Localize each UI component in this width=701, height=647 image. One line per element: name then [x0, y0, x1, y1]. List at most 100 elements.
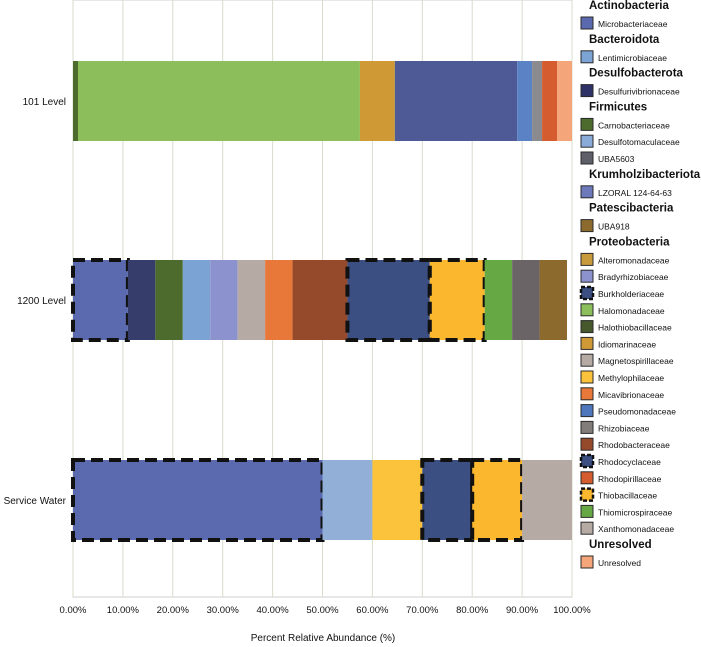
- legend-swatch: [580, 252, 594, 266]
- legend-item-label: Micavibrionaceae: [598, 390, 664, 400]
- bar-segment: [237, 260, 266, 340]
- bar-segment: [71, 458, 325, 542]
- bar-segment: [420, 458, 475, 542]
- legend-swatch: [580, 16, 594, 30]
- x-tick-label: 70.00%: [406, 605, 439, 616]
- legend-swatch: [580, 134, 594, 148]
- legend: Actinobacteria Microbacteriaceae Bacteroid…: [579, 0, 701, 569]
- legend-item-label: Halothiobacillaceae: [598, 323, 672, 333]
- bar-segment: [155, 260, 183, 340]
- x-tick-label: 10.00%: [107, 605, 140, 616]
- bar-segment: [359, 61, 395, 141]
- legend-item-label: Rhodopirillaceae: [598, 474, 662, 484]
- legend-swatch: [580, 320, 594, 334]
- legend-swatch: [579, 285, 595, 301]
- bar-segment: [557, 61, 572, 141]
- legend-item-label: Pseudomonadaceae: [598, 407, 676, 417]
- bar-segment: [372, 460, 423, 540]
- legend-group-title: Krumholzibacteriota: [589, 169, 701, 181]
- x-tick-label: 80.00%: [456, 605, 489, 616]
- bar-segment: [322, 460, 373, 540]
- legend-swatch: [580, 219, 594, 233]
- legend-swatch: [580, 84, 594, 98]
- bar-segment: [210, 260, 238, 340]
- bar-segment: [127, 260, 156, 340]
- legend-item-label: Desulfotomaculaceae: [598, 137, 680, 147]
- legend-item-label: UBA5603: [598, 154, 635, 164]
- legend-item-label: Rhodocyclaceae: [598, 457, 661, 467]
- legend-item-label: Unresolved: [598, 558, 641, 568]
- bar-segment: [470, 458, 525, 542]
- legend-swatch: [580, 404, 594, 418]
- legend-swatch: [580, 555, 594, 569]
- legend-swatch: [580, 185, 594, 199]
- x-tick-label: 50.00%: [306, 605, 339, 616]
- legend-swatch: [580, 504, 594, 518]
- bar-segment: [292, 260, 348, 340]
- bar-segment: [542, 61, 558, 141]
- legend-item-label: Halomonadaceae: [598, 306, 665, 316]
- legend-swatch: [579, 453, 595, 469]
- bars: [71, 61, 572, 542]
- bar-segment: [532, 61, 543, 141]
- legend-item-label: UBA918: [598, 222, 630, 232]
- legend-swatch: [580, 269, 594, 283]
- x-tick-label: 100.00%: [553, 605, 591, 616]
- legend-item-label: Rhodobacteraceae: [598, 440, 670, 450]
- legend-group-title: Patescibacteria: [589, 203, 674, 215]
- bar-segment: [522, 460, 572, 540]
- x-tick-label: 30.00%: [207, 605, 240, 616]
- bar-segment: [345, 258, 432, 342]
- legend-item-label: Lentimicrobiaceae: [598, 53, 667, 63]
- legend-swatch: [580, 353, 594, 367]
- y-category-label: 101 Level: [23, 97, 66, 108]
- y-category-label: Service Water: [4, 496, 67, 507]
- bar-segment: [512, 260, 540, 340]
- bar-segment: [77, 61, 360, 141]
- legend-swatch: [580, 420, 594, 434]
- x-axis-title: Percent Relative Abundance (%): [251, 633, 396, 644]
- legend-swatch: [579, 487, 595, 502]
- bar-segment: [484, 260, 513, 340]
- legend-swatch: [580, 50, 594, 64]
- bar-segment: [517, 61, 533, 141]
- legend-group-title: Actinobacteria: [589, 0, 669, 12]
- legend-swatch: [580, 336, 594, 350]
- legend-swatch: [580, 521, 594, 535]
- legend-item-label: Magnetospirillaceae: [598, 356, 674, 366]
- bar-segment: [71, 258, 130, 342]
- legend-group-title: Bacteroidota: [589, 34, 660, 46]
- x-tick-label: 20.00%: [157, 605, 190, 616]
- legend-swatch: [580, 387, 594, 401]
- y-category-label: 1200 Level: [17, 296, 66, 307]
- legend-group-title: Proteobacteria: [589, 236, 670, 248]
- legend-swatch: [580, 303, 594, 317]
- legend-item-label: Xanthomonadaceae: [598, 524, 674, 534]
- bar-segment: [539, 260, 568, 340]
- legend-swatch: [580, 370, 594, 384]
- legend-item-label: Desulfurivibrionaceae: [598, 87, 680, 97]
- bar-segment: [394, 61, 518, 141]
- legend-item-label: Microbacteriaceae: [598, 19, 668, 29]
- x-tick-label: 90.00%: [506, 605, 539, 616]
- axes: Percent Relative Abundance (%) 0.00% 10.0…: [4, 97, 592, 644]
- x-tick-label: 40.00%: [256, 605, 289, 616]
- legend-item-label: Carnobacteriaceae: [598, 120, 670, 130]
- legend-group-title: Unresolved: [589, 539, 652, 551]
- legend-group-title: Firmicutes: [589, 101, 647, 113]
- legend-item-label: Methylophilaceae: [598, 373, 664, 383]
- x-tick-label: 0.00%: [60, 605, 87, 616]
- legend-item-label: Thiobacillaceae: [598, 491, 657, 501]
- legend-swatch: [580, 437, 594, 451]
- bar-segment: [427, 258, 487, 342]
- legend-item-label: Rhizobiaceae: [598, 423, 650, 433]
- legend-swatch: [580, 117, 594, 131]
- legend-swatch: [580, 151, 594, 165]
- legend-item-label: LZORAL 124-64-63: [598, 188, 672, 198]
- legend-group-title: Desulfobacterota: [589, 68, 684, 80]
- x-tick-label: 60.00%: [356, 605, 389, 616]
- legend-swatch: [580, 471, 594, 485]
- bar-segment: [73, 61, 78, 141]
- bar-segment: [182, 260, 211, 340]
